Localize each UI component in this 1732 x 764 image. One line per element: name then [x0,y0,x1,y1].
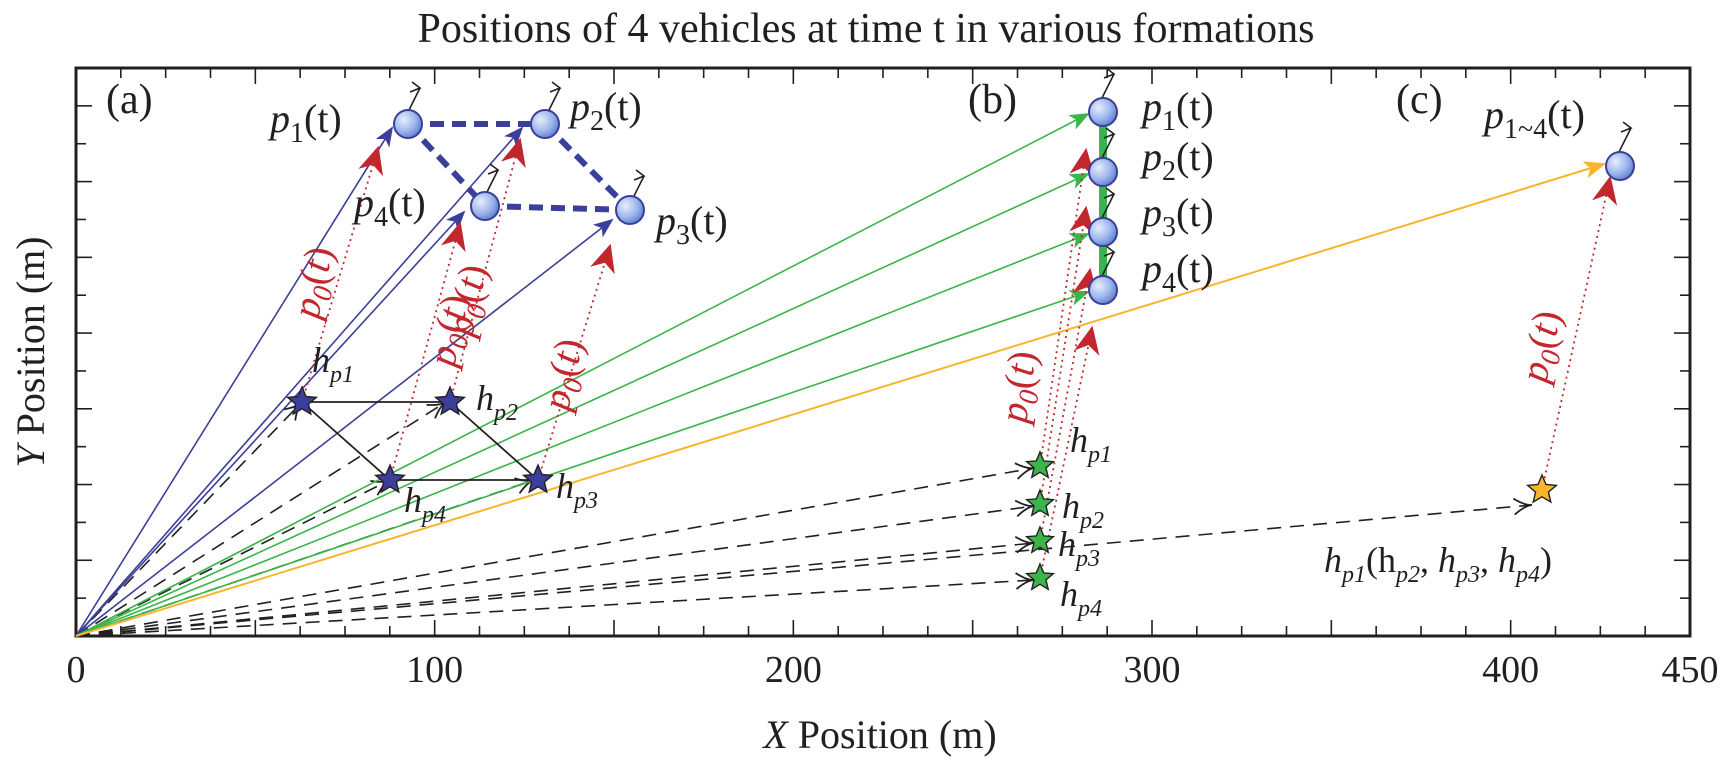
panel-b-position-arrows [75,113,1090,637]
formation-points [285,385,1559,591]
vehicle-b-p4 [1088,275,1118,305]
label-c-p: p1~4(t) [1481,92,1585,145]
star-b-hp4 [1024,562,1056,591]
x-tick-label: 400 [1482,649,1539,691]
hlabel-c: hp1(hp2, hp3, hp4) [1324,540,1552,588]
vehicle-a-p4 [470,191,500,221]
vehicle-c-p [1605,151,1635,181]
p0-label-b: p0(t) [990,348,1051,429]
label-a-p4: p4(t) [351,180,426,233]
dash-arrow-b-hp2 [75,499,1035,637]
label-a-p1: p1(t) [267,96,342,149]
vehicle-labels: p1(t) p2(t) p4(t) p3(t) p1(t) p2(t) p3(t… [267,84,1585,299]
arrow-b-p4 [75,290,1090,637]
origin-to-formation-arrows [75,401,1533,637]
hlabel-a-hp1: hp1 [312,340,354,388]
hlabel-a-hp4: hp4 [404,480,446,528]
chart-title: Positions of 4 vehicles at time t in var… [417,6,1314,52]
dash-arrow-a-hp4 [75,479,391,637]
label-a-p3: p3(t) [653,198,728,251]
hlabel-a-hp2: hp2 [476,378,518,426]
hlabel-a-hp3: hp3 [556,466,598,514]
formation-point-labels: hp1 hp2 hp4 hp3 hp1 hp2 hp3 hp4 hp1(hp2,… [312,340,1552,622]
offset-a-4 [389,221,466,481]
vehicle-a-p1 [393,109,423,139]
offset-b-3 [1039,267,1098,542]
hlabel-b-hp2: hp2 [1062,486,1104,534]
panel-a-formation-edges [301,401,539,481]
panel-label-b: (b) [968,77,1017,123]
arrow-a-p1 [75,126,394,637]
x-tick-label: 450 [1662,649,1719,691]
dash-arrow-a-hp2 [75,401,447,637]
arrow-b-p2 [75,173,1090,637]
offset-a-1 [301,145,383,403]
x-axis-title: X Position (m) [761,712,996,757]
p0-label-a1: p0(t) [282,242,347,326]
star-c-hp [1525,473,1559,504]
x-tick-label: 100 [406,649,463,691]
x-tick-label: 0 [67,649,86,691]
dash-arrow-b-hp4 [75,572,1035,637]
dash-arrow-a-hp1 [75,401,303,637]
label-b-p2: p2(t) [1139,134,1214,187]
star-b-hp1 [1024,450,1056,479]
vehicles [393,97,1635,305]
star-a-hp1 [285,385,319,416]
label-b-p3: p3(t) [1139,190,1214,243]
vehicle-b-p2 [1088,157,1118,187]
star-b-hp2 [1024,488,1056,517]
panel-a-position-arrows [75,126,614,637]
vehicle-a-p3 [615,195,645,225]
dash-arrow-b-hp1 [75,462,1035,637]
p0-label-a3: p0(t) [532,334,597,418]
arrow-b-p1 [75,113,1090,637]
x-tick-label: 300 [1124,649,1181,691]
arrow-a-p4 [75,210,466,637]
star-a-hp4 [373,463,407,494]
hlabel-b-hp1: hp1 [1070,420,1112,468]
x-tick-labels: 0 100 200 300 400 450 [67,649,1719,691]
vehicle-a-p2 [530,109,560,139]
dash-arrow-b-hp3 [75,536,1035,637]
offset-b-2 [1039,205,1095,505]
star-a-hp3 [521,463,555,494]
label-a-p2: p2(t) [567,84,642,137]
y-axis-title: Y Position (m) [8,236,53,467]
panel-a-vehicle-links [405,121,633,213]
arrow-a-p3 [75,218,614,637]
star-b-hp3 [1024,525,1056,554]
axis-ticks [75,67,1691,637]
star-a-hp2 [433,385,467,416]
x-tick-label: 200 [765,649,822,691]
label-b-p4: p4(t) [1139,246,1214,299]
arrow-b-p3 [75,233,1090,637]
dash-arrow-c-hp [75,497,1533,637]
vehicle-b-p1 [1088,97,1118,127]
hlabel-b-hp4: hp4 [1060,574,1102,622]
vehicle-b-p3 [1088,217,1118,247]
offset-b-1 [1039,147,1096,467]
hlabel-b-hp3: hp3 [1058,524,1100,572]
panel-label-a: (a) [106,77,153,123]
label-b-p1: p1(t) [1139,84,1214,137]
panel-label-c: (c) [1396,77,1443,123]
arrow-c-p [75,161,1607,637]
offset-a-3 [537,243,615,481]
